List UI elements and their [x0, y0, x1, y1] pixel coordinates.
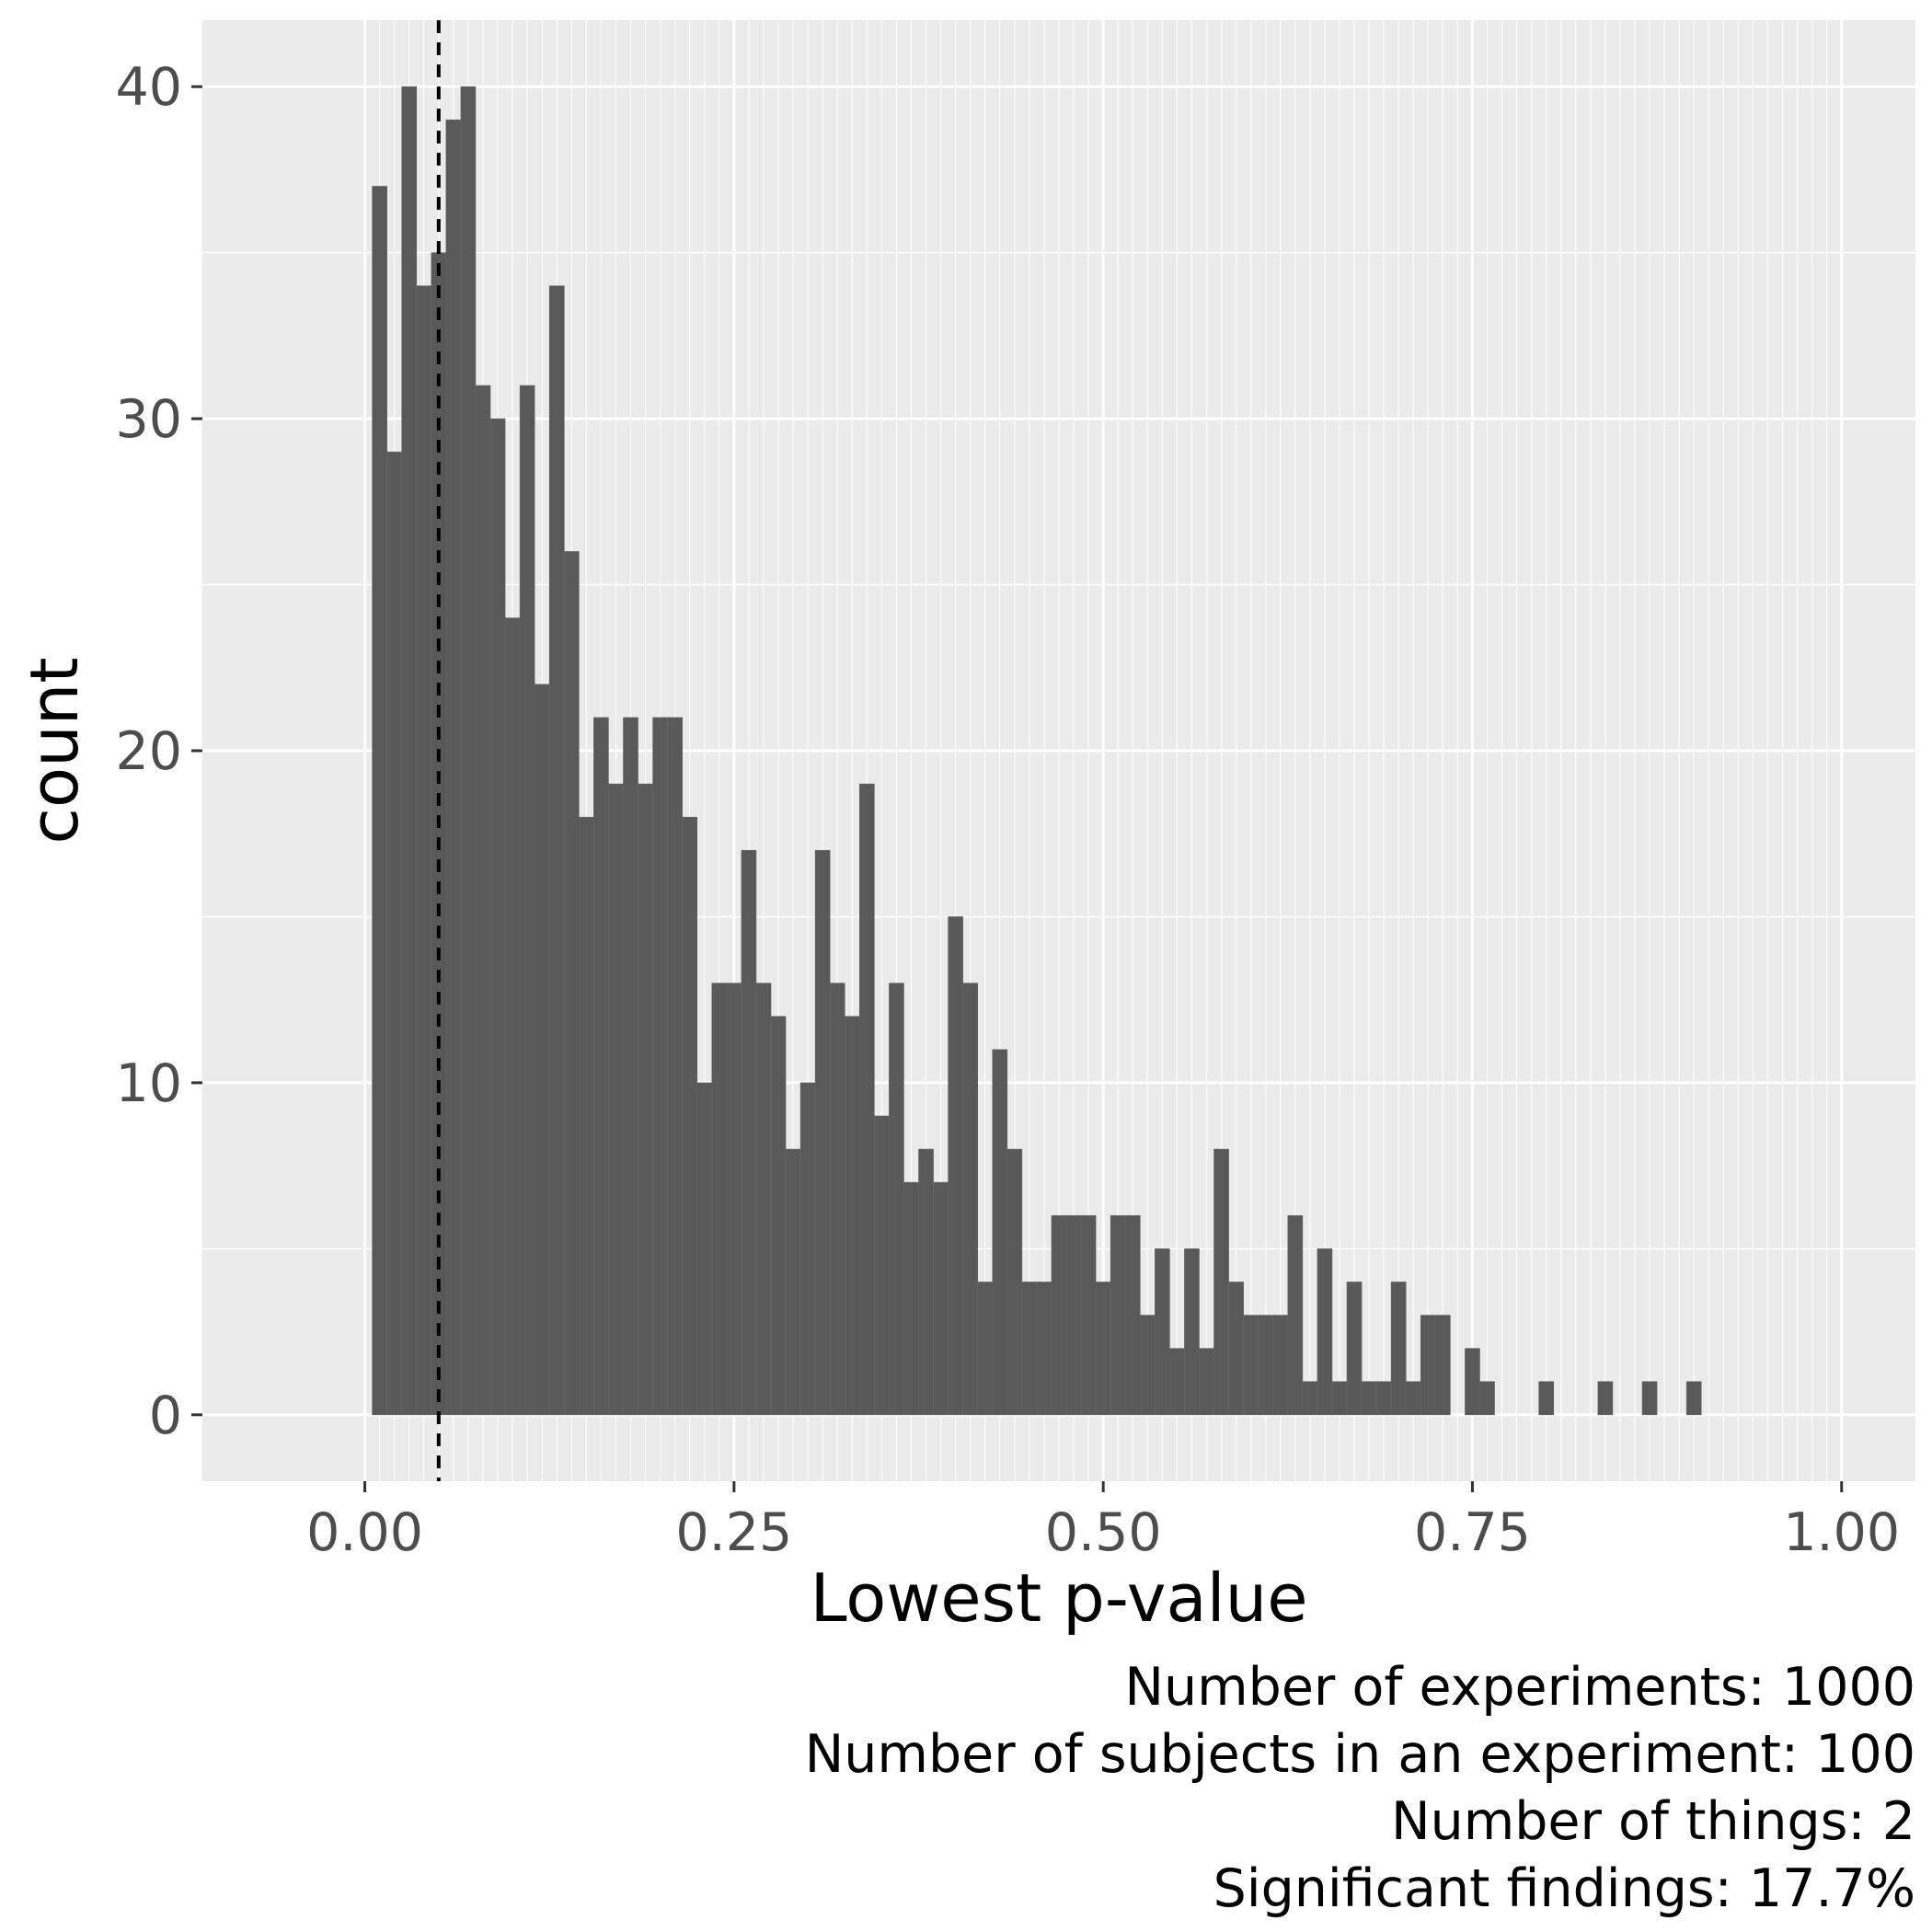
y-tick-label: 20 [115, 721, 182, 782]
histogram-bar [948, 916, 963, 1416]
histogram-bar [475, 385, 491, 1416]
histogram-bar [1139, 1315, 1156, 1416]
histogram-bar [799, 1082, 816, 1416]
histogram-bar [1258, 1315, 1274, 1416]
histogram-bar [711, 983, 728, 1416]
histogram-bars [372, 86, 1702, 1416]
histogram-bar [386, 451, 402, 1416]
histogram-bar [1213, 1148, 1229, 1416]
histogram-bar [726, 983, 742, 1416]
x-tick-label: 0.25 [675, 1502, 792, 1563]
histogram-bar [829, 983, 845, 1416]
histogram-bar [903, 1181, 919, 1416]
histogram-bar [1021, 1282, 1038, 1416]
histogram-bar [489, 418, 506, 1416]
histogram-bar [579, 816, 594, 1416]
histogram-bar [1080, 1214, 1097, 1416]
histogram-bar [844, 1016, 860, 1416]
x-axis-ticks: 0.00 0.25 0.50 0.75 1.00 [306, 1481, 1900, 1563]
histogram-bar [563, 551, 580, 1416]
histogram-bar [1465, 1348, 1480, 1416]
x-tick-label: 0.00 [306, 1502, 423, 1563]
histogram-bar [962, 983, 979, 1416]
histogram-bar [416, 285, 432, 1416]
caption-line: Number of things: 2 [1391, 1791, 1915, 1852]
histogram-bar [770, 1016, 787, 1416]
histogram-bar [548, 285, 565, 1416]
histogram-bar [889, 983, 904, 1416]
histogram-bar [977, 1282, 994, 1416]
y-axis-ticks: 0 10 20 30 40 [115, 57, 202, 1446]
histogram-bar [859, 783, 875, 1416]
histogram-bar [1317, 1248, 1333, 1416]
histogram-bar [652, 717, 668, 1416]
histogram-bar [1375, 1381, 1392, 1416]
histogram-bar [933, 1181, 949, 1416]
histogram-bar [1199, 1348, 1214, 1416]
caption-line: Number of subjects in an experiment: 100 [805, 1724, 1915, 1785]
histogram-bar [696, 1082, 713, 1416]
histogram-bar [1390, 1282, 1407, 1416]
histogram-bar [1435, 1315, 1451, 1416]
histogram-bar [755, 983, 772, 1416]
histogram-bar [1110, 1214, 1126, 1416]
histogram-bar [1405, 1381, 1421, 1416]
histogram-bar [1361, 1381, 1377, 1416]
histogram-bar [638, 783, 653, 1416]
histogram-bar [593, 717, 609, 1416]
histogram-bar [1006, 1148, 1023, 1416]
histogram-bar [814, 849, 831, 1416]
histogram-bar [1641, 1381, 1658, 1416]
histogram-bar [1287, 1214, 1304, 1416]
histogram-bar [1420, 1315, 1436, 1416]
histogram-bar [992, 1049, 1008, 1416]
histogram-bar [519, 385, 535, 1416]
x-tick-label: 1.00 [1783, 1502, 1900, 1563]
histogram-bar [1065, 1214, 1082, 1416]
histogram-bar [1302, 1381, 1318, 1416]
y-axis-title: count [16, 657, 93, 844]
histogram-bar [608, 783, 624, 1416]
y-tick-label: 0 [149, 1386, 182, 1446]
y-tick-label: 40 [115, 57, 182, 118]
histogram-bar [1124, 1214, 1141, 1416]
histogram-bar [1538, 1381, 1555, 1416]
histogram-bar [1184, 1248, 1200, 1416]
x-axis-title: Lowest p-value [810, 1559, 1307, 1637]
caption-line: Significant findings: 17.7% [1213, 1858, 1915, 1919]
histogram-bar [1155, 1248, 1170, 1416]
histogram-bar [682, 816, 698, 1416]
histogram-bar [1095, 1282, 1111, 1416]
x-tick-label: 0.50 [1045, 1502, 1162, 1563]
histogram-bar [460, 86, 477, 1416]
histogram-bar [1051, 1214, 1067, 1416]
histogram-bar [1228, 1282, 1244, 1416]
histogram-bar [874, 1115, 890, 1416]
histogram-bar [1331, 1381, 1348, 1416]
histogram-bar [667, 717, 683, 1416]
histogram-bar [372, 186, 387, 1416]
histogram-bar [785, 1148, 801, 1416]
caption: Number of experiments: 1000 Number of su… [805, 1657, 1915, 1919]
histogram-bar [1479, 1381, 1495, 1416]
histogram-bar [623, 717, 638, 1416]
histogram-bar [1685, 1381, 1702, 1416]
histogram-bar [401, 86, 418, 1416]
histogram-bar [1169, 1348, 1185, 1416]
histogram-bar [445, 119, 462, 1416]
y-tick-label: 10 [115, 1053, 182, 1114]
histogram-bar [1243, 1315, 1259, 1416]
histogram-bar [504, 617, 521, 1416]
histogram-bar [1597, 1381, 1614, 1416]
histogram-bar [918, 1148, 934, 1416]
y-tick-label: 30 [115, 389, 182, 450]
x-tick-label: 0.75 [1414, 1502, 1531, 1563]
histogram-bar [1272, 1315, 1289, 1416]
histogram-bar [1036, 1282, 1052, 1416]
histogram-bar [1346, 1282, 1363, 1416]
histogram-bar [741, 849, 757, 1416]
histogram-bar [534, 684, 550, 1416]
caption-line: Number of experiments: 1000 [1124, 1657, 1915, 1718]
